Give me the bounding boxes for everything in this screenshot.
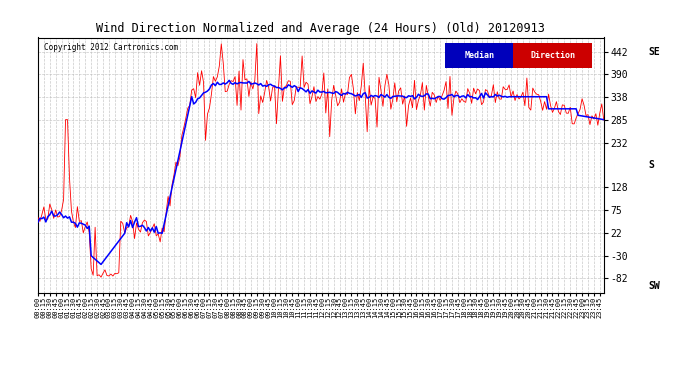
Text: Direction: Direction (531, 51, 575, 60)
Text: S: S (649, 160, 655, 170)
Text: SE: SE (649, 47, 660, 57)
Text: Copyright 2012 Cartronics.com: Copyright 2012 Cartronics.com (43, 43, 178, 52)
Text: Median: Median (464, 51, 494, 60)
Title: Wind Direction Normalized and Average (24 Hours) (Old) 20120913: Wind Direction Normalized and Average (2… (97, 22, 545, 35)
FancyBboxPatch shape (513, 43, 593, 68)
FancyBboxPatch shape (445, 43, 513, 68)
Text: SW: SW (649, 281, 660, 291)
